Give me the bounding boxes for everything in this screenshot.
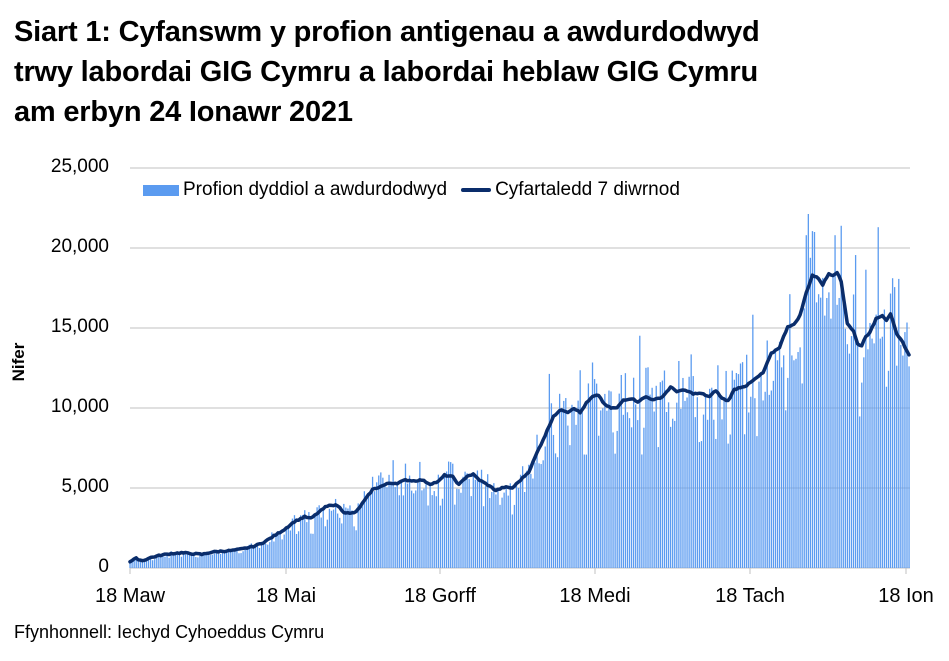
y-tick-0: 0 (98, 556, 109, 577)
chart-title-line-1: Siart 1: Cyfanswm y profion antigenau a … (14, 16, 760, 48)
y-tick-20000: 20,000 (50, 236, 109, 257)
daily-bars (129, 213, 910, 569)
legend-bar-swatch-icon (143, 184, 179, 196)
y-tick-25000: 25,000 (50, 156, 109, 177)
y-tick-10000: 10,000 (50, 396, 109, 417)
chart-title: Siart 1: Cyfanswm y profion antigenau a … (14, 12, 939, 132)
x-tick-18-gorff: 18 Gorff (404, 585, 476, 607)
legend-line-swatch-icon (461, 188, 492, 192)
legend-label-average: Cyfartaledd 7 diwrnod (495, 179, 680, 200)
seven-day-average-line (128, 270, 911, 564)
chart-title-line-2: trwy labordai GIG Cymru a labordai hebla… (14, 56, 758, 88)
source-note: Ffynhonnell: Iechyd Cyhoeddus Cymru (14, 622, 325, 642)
x-tick-18-ion: 18 Ion (878, 585, 934, 607)
x-tick-18-maw: 18 Maw (94, 585, 166, 607)
y-tick-15000: 15,000 (50, 316, 109, 337)
x-tick-18-medi: 18 Medi (559, 585, 631, 607)
y-tick-5000: 5,000 (61, 476, 109, 497)
x-tick-18-mai: 18 Mai (255, 585, 317, 607)
chart-legend: Profion dyddiol a awdurdodwyd Cyfartaled… (143, 179, 680, 201)
chart-title-line-3: am erbyn 24 Ionawr 2021 (14, 96, 353, 128)
x-tick-18-tach: 18 Tach (715, 585, 785, 607)
legend-label-daily: Profion dyddiol a awdurdodwyd (183, 179, 448, 200)
